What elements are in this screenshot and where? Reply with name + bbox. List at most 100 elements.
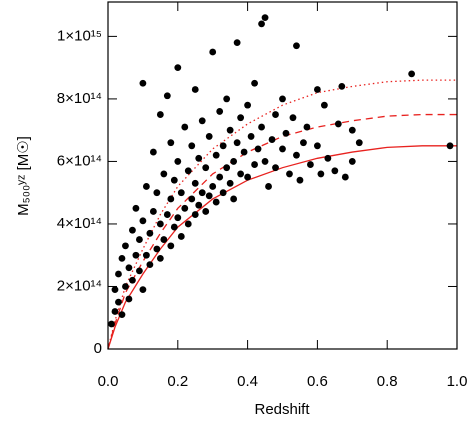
- point: [251, 79, 258, 87]
- point: [279, 95, 286, 103]
- point: [146, 261, 154, 268]
- point: [247, 133, 255, 140]
- y-axis-label: M₅₀₀ʸᶻ [M☉]: [15, 136, 32, 216]
- y-tick-label: 6×10¹⁴: [57, 152, 102, 169]
- point: [146, 229, 154, 237]
- point: [142, 183, 150, 190]
- point: [132, 251, 140, 259]
- point: [317, 170, 325, 178]
- point: [251, 161, 258, 168]
- point: [279, 145, 286, 153]
- point: [265, 183, 272, 190]
- point: [314, 86, 321, 93]
- point: [125, 295, 133, 303]
- point: [296, 176, 304, 184]
- point: [212, 151, 220, 159]
- point: [153, 245, 161, 253]
- point: [341, 173, 349, 181]
- point: [230, 158, 238, 165]
- point: [198, 189, 206, 197]
- point: [198, 117, 206, 125]
- point: [181, 204, 189, 212]
- plot-frame: [107, 1, 458, 350]
- curve: [107, 145, 457, 350]
- point: [446, 142, 454, 150]
- point: [139, 217, 147, 225]
- y-tick-label: 1×10¹⁵: [57, 27, 102, 44]
- point: [111, 286, 119, 294]
- point: [177, 233, 185, 240]
- point: [174, 64, 182, 72]
- point: [170, 223, 178, 231]
- point: [167, 139, 175, 147]
- point: [209, 48, 217, 56]
- point: [324, 154, 332, 162]
- point: [125, 264, 133, 272]
- y-tick-label: 8×10¹⁴: [57, 90, 102, 107]
- point: [261, 158, 269, 165]
- point: [282, 129, 290, 137]
- point: [314, 142, 321, 150]
- point: [188, 195, 196, 203]
- point: [223, 164, 231, 172]
- y-tick-label: 0: [94, 340, 102, 357]
- y-tick-label: 4×10¹⁴: [57, 215, 102, 232]
- point: [226, 179, 234, 187]
- point: [174, 158, 182, 165]
- point: [153, 189, 161, 197]
- point: [293, 42, 300, 50]
- point: [163, 211, 171, 218]
- point: [184, 220, 192, 228]
- point: [348, 126, 356, 134]
- point: [195, 154, 203, 162]
- point: [226, 126, 234, 134]
- point: [320, 101, 328, 109]
- point: [258, 123, 265, 131]
- point: [303, 123, 311, 131]
- point: [181, 123, 189, 131]
- point: [142, 251, 150, 259]
- point: [268, 136, 276, 143]
- point: [202, 164, 210, 172]
- point: [191, 86, 199, 93]
- point: [205, 133, 213, 140]
- point: [244, 101, 252, 109]
- point: [348, 158, 356, 165]
- point: [212, 198, 220, 206]
- point: [139, 286, 147, 294]
- point: [160, 170, 168, 178]
- point: [272, 111, 279, 118]
- point: [261, 14, 269, 22]
- point: [219, 142, 227, 150]
- y-tick-label: 2×10¹⁴: [57, 277, 102, 294]
- point: [149, 208, 157, 215]
- point: [136, 267, 143, 275]
- x-axis-label: Redshift: [254, 401, 310, 418]
- point: [111, 308, 119, 315]
- point: [191, 179, 199, 187]
- point: [167, 242, 175, 250]
- point: [230, 195, 238, 203]
- point: [233, 139, 241, 147]
- point: [170, 176, 178, 184]
- point: [223, 95, 231, 103]
- point: [331, 167, 339, 175]
- point: [156, 220, 164, 228]
- x-tick-label: 0.8: [377, 373, 398, 390]
- point: [338, 83, 346, 90]
- point: [174, 214, 182, 222]
- point: [300, 139, 307, 147]
- point: [293, 151, 300, 159]
- point: [286, 170, 293, 178]
- point: [272, 164, 279, 172]
- curve: [107, 79, 457, 350]
- point: [177, 189, 185, 197]
- point: [115, 270, 122, 278]
- point: [307, 161, 314, 168]
- point: [258, 20, 265, 28]
- point: [163, 92, 171, 100]
- point: [289, 114, 297, 122]
- point: [149, 148, 157, 156]
- x-tick-label: 1.0: [447, 373, 468, 390]
